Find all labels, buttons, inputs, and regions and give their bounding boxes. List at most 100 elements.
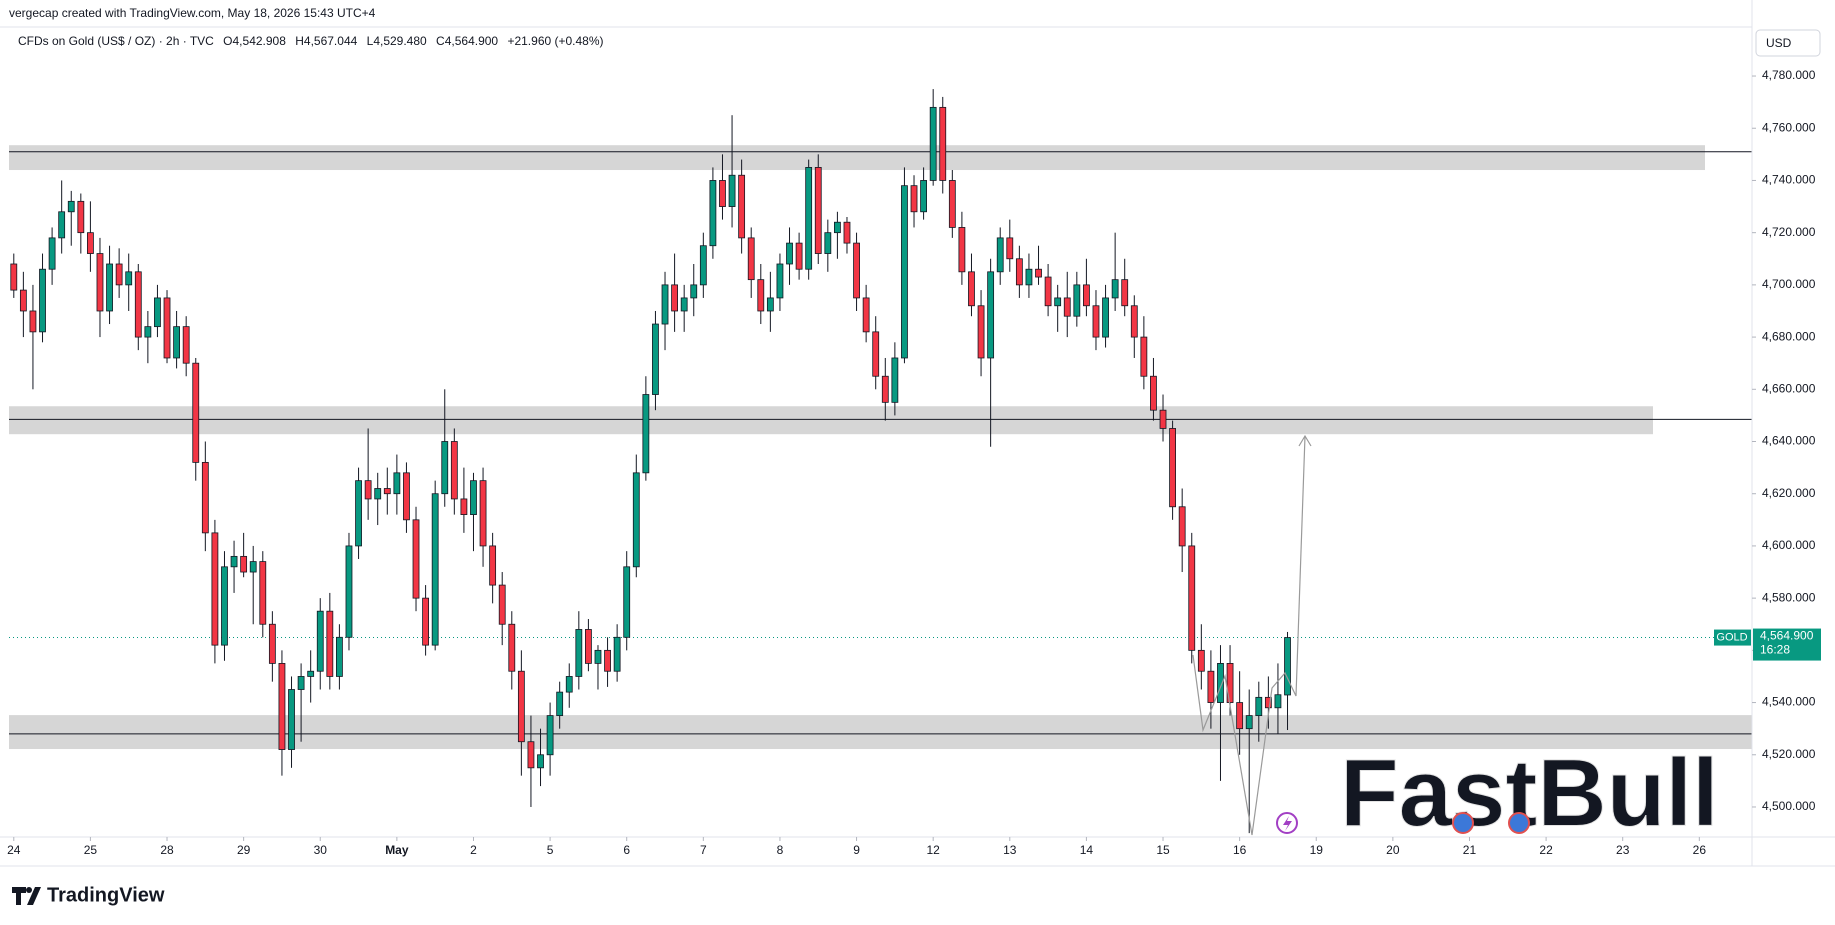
candle-body	[594, 649, 602, 664]
symbol-line: CFDs on Gold (US$ / OZ) · 2h · TVC	[18, 34, 214, 48]
candle-body	[403, 472, 410, 521]
x-tick-label: 9	[853, 843, 860, 857]
candle-body	[460, 498, 468, 516]
candle-body	[1054, 297, 1062, 307]
x-tick-label: 5	[547, 843, 554, 857]
candle-body	[125, 271, 133, 286]
candle-body	[221, 566, 228, 646]
candle-body	[786, 242, 793, 265]
open: O4,542.908	[223, 34, 286, 48]
symbol-info: CFDs on Gold (US$ / OZ) · 2h · TVC O4,54…	[18, 34, 610, 48]
candle-body	[987, 271, 995, 359]
candle-body	[805, 167, 813, 270]
candle-body	[709, 180, 717, 247]
candle-body	[154, 297, 161, 328]
arrow-head	[1298, 434, 1312, 447]
zone	[9, 145, 1705, 171]
candle-body	[115, 263, 123, 286]
candle-body	[920, 180, 927, 213]
candle-body	[556, 691, 564, 717]
candle-body	[699, 245, 707, 286]
candle-body	[1255, 696, 1263, 717]
candle-body	[1284, 637, 1291, 696]
candle-body	[58, 211, 66, 239]
price-label: 4,564.900	[1760, 629, 1814, 643]
candle-body	[374, 488, 382, 500]
candle-body	[814, 167, 822, 254]
candle-body	[766, 297, 774, 312]
candle-body	[201, 461, 209, 534]
currency-button[interactable]	[1755, 29, 1821, 57]
candle-body	[1111, 279, 1119, 299]
candle-body	[211, 532, 219, 646]
candle-body	[1207, 670, 1215, 703]
y-tick-label: 4,760.000	[1762, 120, 1816, 134]
candle-body	[1006, 237, 1014, 260]
candle-body	[757, 279, 765, 312]
candle-body	[431, 493, 439, 646]
candle-body	[853, 242, 860, 299]
candle-body	[1102, 297, 1109, 338]
candle-body	[1140, 336, 1148, 377]
candle-body	[843, 221, 851, 244]
x-tick-label: 7	[700, 843, 707, 857]
candle-body	[144, 326, 152, 338]
candle-body	[958, 227, 966, 273]
candle-body	[1035, 268, 1042, 278]
y-tick-label: 4,720.000	[1762, 225, 1816, 239]
candle-body	[479, 480, 487, 547]
candle-body	[48, 237, 56, 270]
event-flag-icon[interactable]	[1452, 812, 1474, 834]
credit: vergecap created with TradingView.com, M…	[9, 6, 376, 20]
candle-body	[1264, 696, 1272, 709]
candle-body	[470, 480, 477, 516]
event-flag-icon[interactable]	[1508, 812, 1530, 834]
high: H4,567.044	[295, 34, 358, 48]
candle-body	[297, 676, 305, 690]
candle-body	[613, 636, 621, 672]
candle-body	[412, 519, 420, 599]
y-tick-label: 4,600.000	[1762, 538, 1816, 552]
candle-body	[680, 297, 688, 312]
y-tick-label: 4,740.000	[1762, 173, 1816, 187]
brand: TradingView	[47, 884, 165, 906]
x-tick-label: 15	[1156, 843, 1170, 857]
candle-body	[230, 555, 238, 568]
x-tick-label: 25	[84, 843, 98, 857]
watermark: FastBull	[1340, 739, 1719, 846]
candle-body	[738, 174, 746, 239]
y-tick-label: 4,580.000	[1762, 590, 1816, 604]
candle-body	[546, 715, 554, 756]
candle-body	[776, 263, 784, 299]
candle-body	[1169, 428, 1176, 508]
candle-body	[259, 561, 267, 625]
x-tick-label: 13	[1003, 843, 1017, 857]
x-tick-label: 26	[1693, 843, 1707, 857]
candle-body	[948, 180, 956, 228]
x-tick-label: May	[385, 843, 409, 857]
candle-body	[1236, 702, 1244, 730]
candle-body	[719, 180, 726, 207]
candle-body	[1063, 297, 1071, 317]
candle-body	[728, 174, 736, 207]
y-tick-label: 4,660.000	[1762, 381, 1816, 395]
candle-body	[1274, 694, 1282, 709]
candle-body	[901, 185, 908, 359]
candle-body	[39, 268, 46, 333]
candle-body	[19, 289, 27, 312]
symbol-label: GOLD	[1716, 631, 1747, 643]
plot-area	[9, 89, 1752, 834]
candle-body	[1245, 715, 1253, 730]
x-tick-label: 14	[1080, 843, 1094, 857]
candle-body	[527, 741, 535, 769]
candle-body	[1188, 545, 1196, 651]
candle-body	[1121, 279, 1129, 307]
candle-body	[862, 297, 870, 333]
event-icon-bolt	[1283, 816, 1292, 831]
candle-body	[498, 584, 506, 625]
candle-body	[652, 323, 659, 395]
y-tick-label: 4,700.000	[1762, 277, 1816, 291]
candle-body	[106, 263, 113, 312]
x-tick-label: 8	[777, 843, 784, 857]
